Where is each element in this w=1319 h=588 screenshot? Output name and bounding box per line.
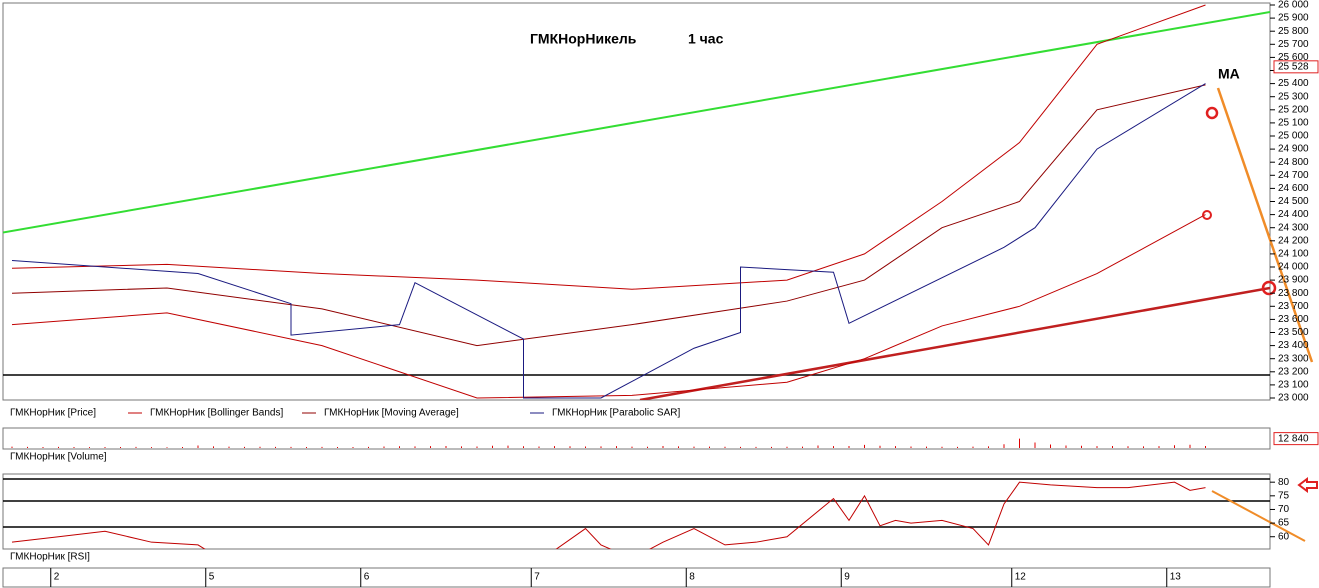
volume-panel [2, 427, 1271, 450]
y-tick-label: 24 300 [1278, 222, 1309, 233]
y-tick-label: 24 200 [1278, 235, 1309, 246]
legend-label: ГМКНорНик [Parabolic SAR] [552, 408, 680, 419]
y-tick-label: 25 000 [1278, 131, 1309, 142]
y-tick-label: 24 100 [1278, 249, 1309, 260]
y-tick-label: 26 000 [1278, 0, 1309, 11]
y-tick-label: 70 [1278, 504, 1290, 515]
parabolic-sar [11, 83, 1206, 399]
x-tick-label: 8 [689, 572, 695, 583]
moving-average [11, 84, 1206, 347]
legend-label: ГМКНорНик [Moving Average] [324, 408, 459, 419]
marker-circle [1205, 106, 1219, 120]
x-tick-label: 12 [1015, 572, 1027, 583]
legend-label: ГМКНорНик [Bollinger Bands] [150, 408, 283, 419]
y-tick-label: 25 400 [1278, 78, 1309, 89]
y-tick-label: 24 000 [1278, 262, 1309, 273]
forecast-arrow [1211, 490, 1306, 542]
y-tick-label: 25 300 [1278, 91, 1309, 102]
legend-label: ГМКНорНик [Price] [10, 408, 96, 419]
x-tick-label: 13 [1170, 572, 1182, 583]
marker-arrow [1297, 477, 1318, 493]
y-tick-label: 25 600 [1278, 52, 1309, 63]
panel-label: ГМКНорНик [RSI] [10, 552, 90, 563]
y-tick-label: 23 700 [1278, 301, 1309, 312]
rsi-panel [2, 473, 1271, 550]
y-tick-label: 23 200 [1278, 366, 1309, 377]
marker-circle [1202, 210, 1212, 220]
y-tick-label: 24 700 [1278, 170, 1309, 181]
last-price-box [1273, 60, 1319, 74]
bollinger-upper [11, 4, 1206, 290]
y-tick-label: 23 000 [1278, 393, 1309, 404]
y-tick-label: 75 [1278, 490, 1290, 501]
y-tick-label: 80 [1278, 477, 1290, 488]
y-tick-label: 65 [1278, 518, 1290, 529]
last-price-label: 25 528 [1278, 61, 1309, 72]
y-tick-label: 12 840 [1278, 433, 1309, 444]
rsi-plot [11, 481, 1206, 549]
bollinger-lower [11, 214, 1206, 399]
forecast-arrow [1216, 87, 1314, 363]
y-tick-label: 23 900 [1278, 275, 1309, 286]
y-tick-label: 24 800 [1278, 157, 1309, 168]
y-tick-label: 23 600 [1278, 314, 1309, 325]
chart-title: ГМКНорНикель [530, 31, 637, 47]
y-tick-label: 60 [1278, 531, 1290, 542]
y-tick-label: 23 300 [1278, 353, 1309, 364]
x-tick-label: 7 [534, 572, 540, 583]
y-tick-label: 25 800 [1278, 26, 1309, 37]
y-tick-label: 24 900 [1278, 144, 1309, 155]
y-tick-label: 25 700 [1278, 39, 1309, 50]
x-axis-panel [2, 567, 1271, 588]
x-tick-label: 2 [54, 572, 60, 583]
x-tick-label: 6 [364, 572, 370, 583]
y-tick-label: 24 400 [1278, 209, 1309, 220]
marker-circle [1261, 280, 1277, 296]
panel-label: ГМКНорНик [Volume] [10, 452, 107, 463]
y-tick-label: 25 200 [1278, 104, 1309, 115]
x-tick-label: 9 [844, 572, 850, 583]
y-tick-label: 25 900 [1278, 13, 1309, 24]
trend-line [3, 11, 1270, 234]
trend-line [639, 286, 1270, 400]
annotation: MA [1218, 66, 1240, 82]
chart-subtitle: 1 час [688, 31, 724, 47]
y-tick-label: 23 400 [1278, 340, 1309, 351]
y-tick-label: 23 800 [1278, 288, 1309, 299]
x-tick-label: 5 [209, 572, 215, 583]
price-panel [2, 2, 1271, 401]
y-tick-label: 24 500 [1278, 196, 1309, 207]
rsi-line [11, 481, 1206, 549]
y-tick-label: 23 100 [1278, 380, 1309, 391]
y-tick-label: 25 100 [1278, 118, 1309, 129]
volume-label-box [1273, 432, 1319, 446]
y-tick-label: 24 600 [1278, 183, 1309, 194]
price-plot [11, 4, 1206, 399]
y-tick-label: 23 500 [1278, 327, 1309, 338]
